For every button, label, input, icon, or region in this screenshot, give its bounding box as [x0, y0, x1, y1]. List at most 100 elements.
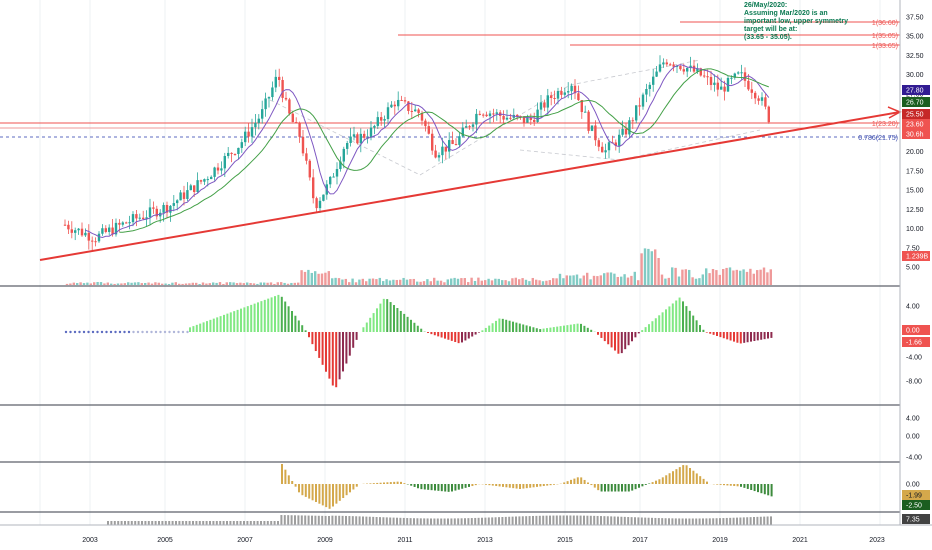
candle-body	[594, 125, 597, 141]
volume-bar	[565, 275, 568, 285]
price-tick: 37.50	[906, 15, 924, 22]
candle-body	[713, 82, 716, 85]
candle-body	[556, 91, 560, 99]
candle-body	[631, 120, 634, 122]
price-axes[interactable]: 37.5035.0032.5030.0027.5025.0022.5020.00…	[902, 15, 930, 525]
candle-body	[692, 65, 696, 72]
macd-badge: 0.00	[906, 328, 920, 335]
candle-body	[475, 113, 478, 125]
candle-body	[478, 113, 481, 115]
candle-body	[730, 77, 733, 79]
osc-badge: -2.50	[906, 503, 922, 510]
volume-bar	[181, 283, 184, 285]
volume-bar	[412, 278, 415, 285]
candle-body	[390, 104, 393, 108]
fib-label: 1(23.20)	[872, 121, 898, 128]
price-badge: 23.60	[906, 122, 924, 129]
candle-body	[648, 84, 651, 89]
volume-bar	[467, 282, 470, 285]
volume-bar	[113, 283, 116, 285]
price-badge: 30.6h	[906, 132, 924, 139]
candle-body	[237, 147, 240, 155]
price-tick: 20.00	[906, 149, 924, 156]
candle-body	[628, 120, 631, 135]
volume-bar	[222, 283, 225, 285]
volume-bar	[769, 269, 772, 285]
volume-bar	[589, 279, 592, 285]
time-axis[interactable]: 2003 2005 2007 2009 2011 2013 2015 2017 2019 2021…	[82, 537, 885, 544]
candle-body	[213, 167, 216, 177]
volume-bar	[484, 280, 487, 285]
time-label: 2011	[397, 537, 412, 544]
candle-body	[295, 122, 298, 124]
volume-bar	[667, 277, 670, 285]
candle-body	[672, 64, 675, 67]
volume-bar	[344, 278, 347, 285]
price-candles	[63, 55, 770, 251]
volume-bar	[416, 281, 419, 285]
volume-bar	[110, 283, 113, 285]
volume-bar	[147, 282, 150, 285]
macd-badge-bg	[902, 325, 930, 335]
macd-dot	[132, 330, 135, 334]
volume-bar	[480, 280, 483, 285]
volume-bar	[725, 267, 728, 285]
volume-bar	[229, 282, 232, 285]
candle-body	[108, 227, 111, 232]
volume-bar	[657, 257, 660, 285]
candle-body	[267, 97, 271, 99]
volume-bar	[562, 278, 565, 285]
fib-label: 0.786(21.75)	[858, 135, 898, 142]
volume-bar	[732, 270, 735, 285]
candle-body	[434, 150, 437, 158]
volume-bar	[72, 282, 75, 285]
price-tick: 30.00	[906, 72, 924, 79]
price-badge: 27.80	[906, 88, 924, 95]
volume-bar	[405, 279, 409, 285]
volume-bar	[531, 277, 534, 285]
volume-bar	[276, 282, 279, 285]
candle-body	[560, 91, 563, 95]
candle-body	[104, 228, 107, 232]
volume-bar	[184, 283, 188, 285]
volume-bar	[453, 277, 456, 285]
volume-bar	[215, 282, 218, 285]
candle-body	[298, 123, 301, 137]
volume-bar	[79, 282, 82, 285]
volume-bar	[385, 279, 388, 285]
time-label: 2009	[317, 537, 333, 544]
candle-body	[148, 207, 152, 218]
volume-bar	[650, 251, 653, 285]
time-label: 2007	[237, 537, 253, 544]
candle-body	[563, 92, 566, 95]
candle-body	[244, 131, 247, 143]
candle-body	[87, 232, 90, 241]
macd-dot	[96, 330, 99, 334]
candle-body	[465, 126, 468, 128]
volume-bar	[263, 282, 266, 285]
volume-bar	[252, 283, 256, 285]
volume-bar	[242, 283, 245, 285]
volume-bar	[205, 283, 208, 285]
candle-body	[114, 222, 118, 235]
candle-body	[227, 152, 230, 157]
pane-separators	[0, 0, 932, 526]
moving-averages	[85, 64, 770, 239]
volume-bar	[735, 269, 738, 285]
candle-body	[318, 200, 322, 209]
volume-bar	[324, 272, 327, 285]
candle-body	[332, 176, 335, 178]
candle-body	[363, 133, 366, 138]
pane-tick: 0.00	[906, 434, 920, 441]
volume-bar	[705, 268, 708, 285]
fib-label: 1(36.60)	[872, 20, 898, 27]
osc-tick: 0.00	[906, 482, 920, 489]
osc-badge-bg	[902, 500, 930, 510]
volume-bar	[708, 273, 711, 285]
candle-body	[135, 214, 138, 219]
macd-dot	[91, 330, 95, 334]
candle-body	[624, 128, 628, 135]
volume-bar	[654, 249, 657, 285]
volume-bar	[195, 282, 198, 285]
